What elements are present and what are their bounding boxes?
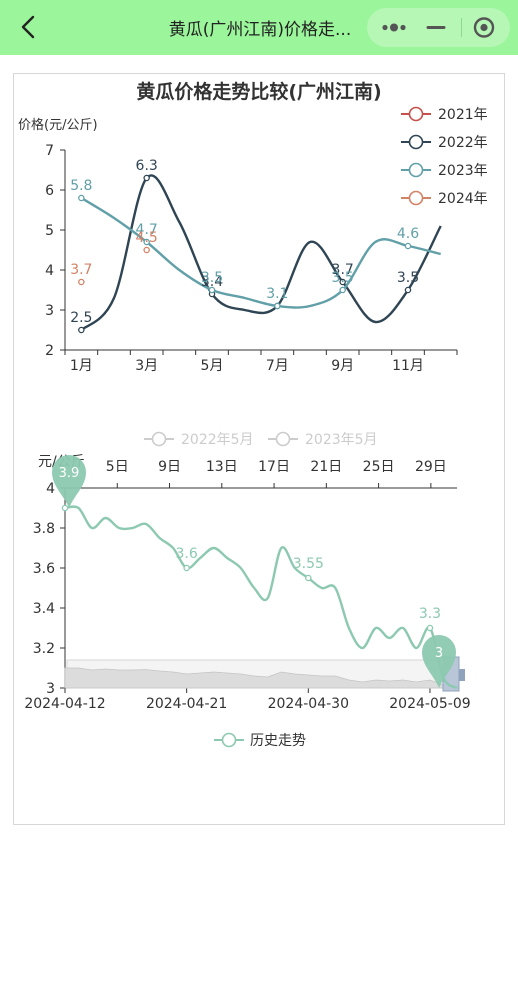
data-point — [78, 278, 85, 286]
top-x-tick-label: 13日 — [206, 459, 238, 475]
data-point — [404, 242, 412, 250]
x-tick-label: 3月 — [135, 358, 158, 374]
data-label: 4.5 — [136, 230, 158, 246]
data-point — [143, 246, 150, 254]
max-marker-label: 3.9 — [59, 466, 80, 481]
legend-marker-inactive[interactable] — [275, 431, 291, 447]
legend-label[interactable]: 2021年 — [438, 107, 488, 123]
top-navigation-bar: 黄瓜(广州江南)价格走... — [0, 0, 518, 55]
data-point — [143, 174, 150, 182]
more-icon[interactable] — [371, 8, 417, 47]
top-x-tick-label: 29日 — [415, 459, 447, 475]
data-point — [339, 278, 346, 286]
data-point — [274, 302, 281, 310]
data-point — [78, 326, 85, 334]
top-x-tick-label: 25日 — [363, 459, 395, 475]
top-x-tick-label: 17日 — [258, 459, 290, 475]
data-point — [305, 574, 312, 582]
y-tick-label: 3.2 — [33, 641, 55, 657]
series-line — [80, 196, 441, 309]
legend-marker-inactive[interactable] — [151, 431, 167, 447]
legend-marker[interactable] — [221, 732, 237, 748]
legend-marker[interactable] — [408, 106, 424, 122]
data-point — [78, 194, 85, 202]
data-point — [143, 238, 150, 246]
capsule-menu — [367, 8, 510, 47]
data-label: 3.5 — [397, 270, 419, 286]
x-tick-label: 2024-04-21 — [146, 696, 227, 712]
y-tick-label: 7 — [45, 143, 54, 159]
zoom-slider-preview — [64, 667, 458, 689]
y-tick-label: 3 — [45, 303, 54, 319]
data-label: 3.1 — [266, 286, 288, 302]
legend-label[interactable]: 历史走势 — [250, 733, 306, 749]
data-label: 3.3 — [419, 606, 441, 622]
data-point — [208, 286, 216, 294]
zoom-slider-grip[interactable] — [459, 669, 465, 681]
min-marker-label: 3 — [435, 646, 443, 661]
y-tick-label: 4 — [45, 263, 54, 279]
close-icon[interactable] — [461, 8, 507, 47]
y-tick-label: 3 — [46, 681, 55, 697]
y-tick-label: 2 — [45, 343, 54, 359]
series-line — [80, 174, 442, 331]
data-point — [61, 504, 69, 512]
y-tick-label: 6 — [45, 183, 54, 199]
y-tick-label: 3.6 — [33, 561, 55, 577]
data-label: 3.4 — [201, 274, 223, 290]
x-tick-label: 2024-04-12 — [24, 696, 105, 712]
legend-label[interactable]: 2024年 — [438, 191, 488, 207]
data-label: 3.5 — [201, 270, 223, 286]
x-tick-label: 2024-05-09 — [389, 696, 470, 712]
data-point — [339, 286, 346, 294]
x-tick-label: 5月 — [201, 358, 224, 374]
legend-marker[interactable] — [408, 162, 424, 178]
data-point — [183, 564, 190, 572]
legend-label[interactable]: 2022年 — [438, 135, 488, 151]
history-trend-chart: 2022年5月2023年5月元/公斤5日9日13日17日21日25日29日33.… — [24, 431, 471, 749]
top-x-tick-label: 9日 — [158, 459, 181, 475]
data-point — [426, 624, 434, 632]
legend-marker[interactable] — [408, 134, 424, 150]
series-line — [64, 505, 458, 690]
top-x-tick-label: 5日 — [106, 459, 129, 475]
legend-label-inactive[interactable]: 2023年5月 — [305, 432, 378, 448]
data-label: 6.3 — [136, 158, 158, 174]
x-tick-label: 11月 — [392, 358, 424, 374]
y-tick-label: 5 — [45, 223, 54, 239]
y-tick-label: 3.8 — [33, 521, 55, 537]
price-comparison-chart: 黄瓜价格走势比较(广州江南) 价格(元/公斤) 2 3 4 5 6 7 1月 3月 5月 7月 9月 11… — [18, 80, 488, 374]
chart-title: 黄瓜价格走势比较(广州江南) — [136, 80, 381, 103]
x-tick-label: 7月 — [266, 358, 289, 374]
legend-marker[interactable] — [408, 190, 424, 206]
data-label: 4.7 — [136, 222, 158, 238]
max-marker — [52, 455, 86, 508]
page-title: 黄瓜(广州江南)价格走... — [168, 20, 352, 40]
min-marker — [422, 635, 456, 688]
data-label: 3.7 — [70, 262, 92, 278]
data-label: 5.8 — [70, 178, 92, 194]
data-label: 3.55 — [293, 556, 324, 572]
data-label: 2.5 — [70, 310, 92, 326]
data-label: 4.6 — [397, 226, 419, 242]
legend-label[interactable]: 2023年 — [438, 163, 488, 179]
back-icon[interactable] — [14, 12, 44, 42]
minimize-icon[interactable] — [415, 8, 461, 47]
x-tick-label: 9月 — [331, 358, 354, 374]
legend-label-inactive[interactable]: 2022年5月 — [181, 432, 254, 448]
capsule-divider — [461, 18, 462, 37]
data-point — [404, 286, 412, 294]
y-tick-label: 3.4 — [33, 601, 55, 617]
data-label: 3.7 — [332, 262, 354, 278]
x-tick-label: 1月 — [70, 358, 93, 374]
y-tick-label: 4 — [46, 481, 55, 497]
y-axis-label: 价格(元/公斤) — [18, 117, 98, 133]
data-label: 3.6 — [176, 546, 198, 562]
top-x-tick-label: 21日 — [310, 459, 342, 475]
x-tick-label: 2024-04-30 — [268, 696, 349, 712]
chart-card: 黄瓜价格走势比较(广州江南) 价格(元/公斤) 2 3 4 5 6 7 1月 3月 5月 7月 9月 11… — [13, 73, 505, 825]
data-label: 3.5 — [332, 270, 354, 286]
